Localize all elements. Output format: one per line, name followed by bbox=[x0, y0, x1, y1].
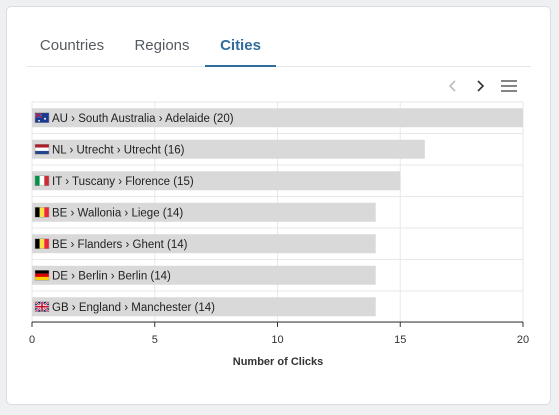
bar-label: DE › Berlin › Berlin (14) bbox=[52, 270, 171, 282]
x-tick-label: 10 bbox=[271, 334, 283, 346]
bar[interactable] bbox=[32, 139, 425, 159]
bar-label: BE › Flanders › Ghent (14) bbox=[52, 239, 188, 251]
flag-gb-icon bbox=[34, 300, 50, 313]
bar[interactable] bbox=[32, 297, 376, 317]
x-tick-label: 20 bbox=[517, 334, 529, 346]
bar-label: BE › Wallonia › Liege (14) bbox=[52, 207, 183, 219]
tab-bar: Countries Regions Cities bbox=[27, 30, 531, 67]
hamburger-menu-icon bbox=[501, 80, 517, 92]
bar-row[interactable]: AU › South Australia › Adelaide (20) bbox=[32, 108, 523, 128]
bar[interactable] bbox=[32, 265, 376, 285]
flag-de-icon bbox=[34, 270, 50, 281]
next-page-button[interactable] bbox=[468, 76, 492, 96]
tab-cities[interactable]: Cities bbox=[205, 30, 276, 67]
flag-nl-icon bbox=[34, 144, 50, 155]
x-axis-title: Number of Clicks bbox=[233, 356, 323, 368]
bar-row[interactable]: IT › Tuscany › Florence (15) bbox=[32, 171, 401, 191]
tab-regions[interactable]: Regions bbox=[134, 37, 190, 54]
x-tick-label: 15 bbox=[394, 334, 406, 346]
x-tick-label: 5 bbox=[152, 334, 158, 346]
flag-be-icon bbox=[34, 238, 50, 249]
bar[interactable] bbox=[32, 202, 376, 222]
bar-row[interactable]: DE › Berlin › Berlin (14) bbox=[32, 265, 376, 285]
bar-label: AU › South Australia › Adelaide (20) bbox=[52, 113, 234, 125]
flag-be-icon bbox=[34, 207, 50, 218]
chevron-left-icon bbox=[448, 80, 456, 92]
x-axis: 0 5 10 15 20 bbox=[29, 321, 529, 346]
bar-row[interactable]: GB › England › Manchester (14) bbox=[32, 297, 376, 317]
previous-page-button[interactable] bbox=[441, 76, 465, 96]
flag-it-icon bbox=[34, 175, 50, 186]
bar-label: GB › England › Manchester (14) bbox=[52, 302, 215, 314]
chart-menu-button[interactable] bbox=[497, 76, 521, 96]
bar-label: NL › Utrecht › Utrecht (16) bbox=[52, 144, 185, 156]
bar-row[interactable]: NL › Utrecht › Utrecht (16) bbox=[32, 139, 425, 159]
bar-label: IT › Tuscany › Florence (15) bbox=[52, 176, 194, 188]
bar[interactable] bbox=[32, 108, 523, 128]
bar[interactable] bbox=[32, 171, 401, 191]
chevron-right-icon bbox=[477, 80, 485, 92]
bar-row[interactable]: BE › Flanders › Ghent (14) bbox=[32, 234, 376, 254]
bar[interactable] bbox=[32, 234, 376, 254]
flag-au-icon bbox=[34, 112, 50, 123]
x-tick-label: 0 bbox=[29, 334, 35, 346]
bar-row[interactable]: BE › Wallonia › Liege (14) bbox=[32, 202, 376, 222]
tab-countries[interactable]: Countries bbox=[39, 37, 105, 54]
